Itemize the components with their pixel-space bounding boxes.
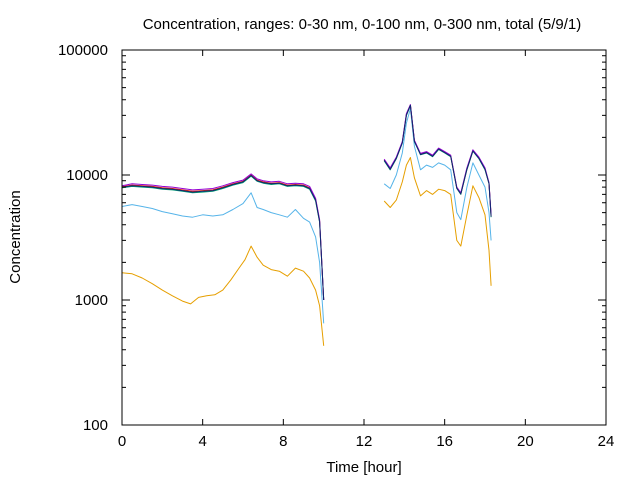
x-tick-label: 20 bbox=[517, 433, 534, 450]
x-tick-label: 8 bbox=[279, 433, 287, 450]
y-tick-label: 1000 bbox=[75, 292, 108, 309]
plot-frame bbox=[121, 49, 607, 426]
y-tick-label: 100000 bbox=[58, 42, 108, 59]
series-1-line-segment-0 bbox=[121, 192, 325, 324]
series-5-line-segment-1 bbox=[383, 104, 492, 217]
chart-title: Concentration, ranges: 0-30 nm, 0-100 nm… bbox=[143, 16, 582, 33]
x-axis-label: Time [hour] bbox=[326, 459, 401, 476]
x-tick-label: 4 bbox=[198, 433, 206, 450]
y-tick-label: 10000 bbox=[66, 167, 108, 184]
series-3-line-segment-0 bbox=[121, 174, 325, 301]
series-4-line-segment-0 bbox=[121, 173, 325, 301]
series-5-line-segment-0 bbox=[121, 175, 325, 301]
series-lines bbox=[121, 104, 492, 346]
series-0-line-segment-1 bbox=[383, 157, 492, 286]
x-tick-label: 0 bbox=[118, 433, 126, 450]
x-tick-label: 12 bbox=[356, 433, 373, 450]
series-1-line-segment-1 bbox=[383, 108, 492, 241]
x-tick-label: 16 bbox=[436, 433, 453, 450]
y-axis-label: Concentration bbox=[7, 190, 24, 283]
axis-ticks: 0 4 8 12 16 20 24 100 1000 10000 100000 bbox=[58, 42, 614, 450]
series-0-line-segment-0 bbox=[121, 245, 325, 346]
series-2-line-segment-0 bbox=[121, 175, 325, 301]
y-tick-label: 100 bbox=[83, 417, 108, 434]
x-tick-label: 24 bbox=[598, 433, 615, 450]
